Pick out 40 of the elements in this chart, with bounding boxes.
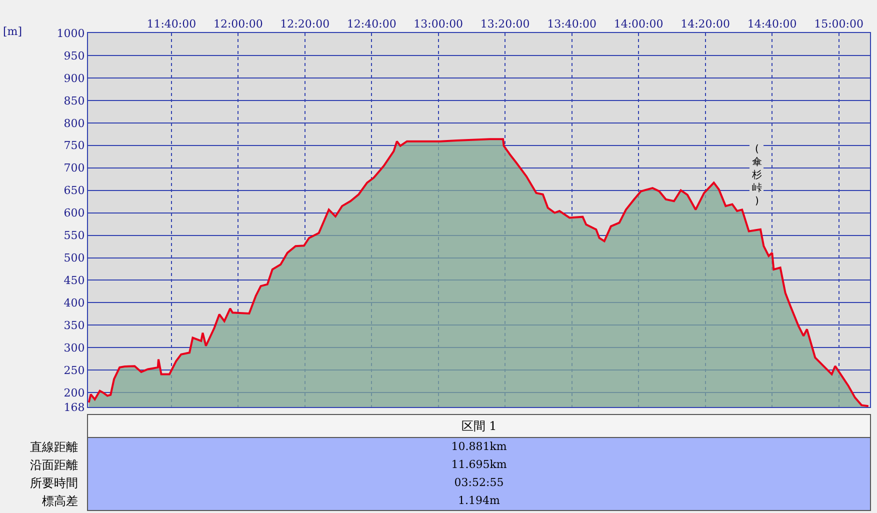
y-tick-label: 550 xyxy=(64,229,85,242)
x-tick-label: 14:00:00 xyxy=(614,18,664,31)
text: 03:52:55 xyxy=(87,474,871,492)
y-tick-label: 300 xyxy=(64,342,85,355)
y-tick-label: 200 xyxy=(64,386,85,400)
x-tick-label: 13:00:00 xyxy=(414,18,464,31)
text: 区間 1 xyxy=(87,414,871,438)
y-tick-label: 800 xyxy=(64,116,85,130)
y-tick-label: 1000 xyxy=(56,26,85,40)
text: 11.695km xyxy=(87,456,871,474)
y-tick-label: 650 xyxy=(64,184,85,198)
x-tick-label: 12:00:00 xyxy=(213,18,263,31)
y-tick-label: 500 xyxy=(64,252,85,265)
y-tick-label: 850 xyxy=(64,94,85,108)
x-tick-label: 12:40:00 xyxy=(346,18,396,31)
x-tick-label: 13:20:00 xyxy=(480,18,530,31)
y-tick-label: 950 xyxy=(64,49,85,62)
y-tick-label: 250 xyxy=(64,364,85,377)
y-tick-label: 350 xyxy=(64,319,85,332)
x-tick-label: 14:20:00 xyxy=(680,18,730,31)
text: 1.194m xyxy=(87,492,871,511)
text: 直線距離 xyxy=(30,439,78,456)
text: 標高差 xyxy=(42,493,78,510)
text: 10.881km xyxy=(87,438,871,456)
text: 所要時間 xyxy=(30,475,78,492)
y-axis-title: [m] xyxy=(3,25,22,38)
y-tick-label: 450 xyxy=(64,274,85,288)
annotation: (傘杉峠) xyxy=(751,144,762,207)
x-tick-label: 14:40:00 xyxy=(747,18,797,31)
y-tick-label: 700 xyxy=(64,162,85,175)
y-tick-label: 600 xyxy=(64,206,85,220)
text: 沿面距離 xyxy=(30,457,78,474)
y-tick-label: 400 xyxy=(64,296,85,310)
x-tick-label: 12:20:00 xyxy=(280,18,330,31)
x-tick-label: 11:40:00 xyxy=(146,18,196,31)
y-tick-label: 900 xyxy=(64,72,85,85)
x-tick-label: 13:40:00 xyxy=(547,18,597,31)
y-tick-label: 168 xyxy=(64,400,85,414)
y-tick-label: 750 xyxy=(64,139,85,152)
x-tick-label: 15:00:00 xyxy=(814,18,864,31)
